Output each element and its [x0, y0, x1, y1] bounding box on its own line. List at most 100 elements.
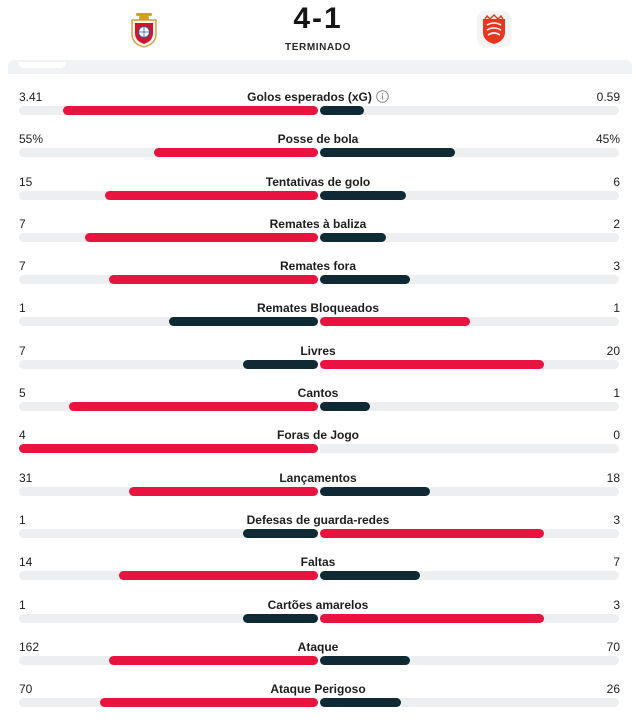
away-stat-bar [320, 232, 387, 242]
away-stat-bar [320, 359, 545, 369]
home-stat-value: 162 [19, 639, 40, 654]
stat-label-text: Ataque Perigoso [270, 682, 366, 697]
match-score: 4-1 [293, 2, 343, 35]
home-stat-value: 1 [19, 597, 26, 612]
home-stat-bar [100, 698, 318, 708]
info-icon[interactable] [376, 90, 389, 103]
stat-label-text: Cantos [297, 386, 339, 401]
stat-label: Livres [0, 344, 636, 358]
away-stat-track [320, 275, 619, 285]
away-stat-track [320, 402, 619, 412]
home-stat-bar [168, 317, 318, 327]
away-stat-bar [320, 698, 401, 708]
away-stat-track [320, 190, 619, 200]
away-stat-value: 2 [613, 216, 620, 231]
home-stat-track [19, 486, 318, 496]
home-stat-value: 1 [19, 301, 26, 316]
stats-list: 3.41 Golos esperados (xG) 0.59 55% Posse… [0, 85, 636, 719]
home-stat-bar [128, 486, 318, 496]
stat-label: Cartões amarelos [0, 598, 636, 612]
home-stat-track [19, 402, 318, 412]
stat-label: Golos esperados (xG) [0, 90, 636, 104]
stat-label-text: Cartões amarelos [267, 597, 369, 612]
home-stat-track [19, 359, 318, 369]
away-stat-value: 6 [613, 174, 620, 189]
home-stat-track [19, 148, 318, 158]
home-stat-value: 7 [19, 259, 26, 274]
away-stat-value: 7 [613, 555, 620, 570]
away-stat-track [320, 528, 619, 538]
away-stat-value: 18 [606, 470, 620, 485]
stat-label-text: Ataque [297, 639, 339, 654]
away-stat-track [320, 317, 619, 327]
home-stat-bar [243, 613, 318, 623]
away-stat-track [320, 655, 619, 665]
stat-row: 1 Remates Bloqueados 1 [0, 296, 636, 338]
stat-row: 1 Defesas de guarda-redes 3 [0, 508, 636, 550]
home-stat-value: 70 [19, 682, 33, 697]
home-stat-bar [63, 106, 318, 115]
stat-label-text: Defesas de guarda-redes [246, 512, 390, 527]
stats-panel-tab[interactable] [18, 62, 66, 68]
stat-label-text: Livres [300, 343, 336, 358]
stat-row: 14 Faltas 7 [0, 550, 636, 592]
stat-label: Ataque Perigoso [0, 682, 636, 696]
home-stat-bar [68, 402, 318, 412]
home-stat-bar [243, 528, 318, 538]
stat-label-text: Tentativas de golo [265, 174, 371, 189]
away-stat-value: 1 [613, 386, 620, 401]
stat-row: 1 Cartões amarelos 3 [0, 593, 636, 635]
home-stat-bar [104, 190, 318, 200]
home-stat-value: 3.41 [19, 90, 43, 104]
away-stat-value: 3 [613, 259, 620, 274]
stat-row: 7 Remates fora 3 [0, 254, 636, 296]
away-stat-value: 0.59 [596, 90, 620, 104]
home-stat-track [19, 613, 318, 623]
stat-row: 70 Ataque Perigoso 26 [0, 677, 636, 719]
away-team-crest-icon[interactable] [476, 10, 512, 48]
home-stat-bar [153, 148, 318, 158]
away-stat-track [320, 232, 619, 242]
stat-label: Posse de bola [0, 132, 636, 146]
home-stat-value: 4 [19, 428, 26, 443]
home-stat-value: 7 [19, 216, 26, 231]
away-stat-bar [320, 317, 470, 327]
home-stat-value: 31 [19, 470, 33, 485]
stat-row: 3.41 Golos esperados (xG) 0.59 [0, 85, 636, 127]
home-stat-track [19, 655, 318, 665]
home-stat-value: 14 [19, 555, 33, 570]
home-stat-track [19, 571, 318, 581]
away-stat-value: 1 [613, 301, 620, 316]
away-stat-track [320, 486, 619, 496]
away-stat-value: 0 [613, 428, 620, 443]
match-header: 4-1 TERMINADO [0, 0, 636, 62]
home-stat-track [19, 528, 318, 538]
away-stat-bar [320, 148, 455, 158]
home-stat-value: 1 [19, 512, 26, 527]
stats-panel-header [8, 60, 632, 74]
stat-label: Defesas de guarda-redes [0, 513, 636, 527]
benfica-crest-icon[interactable] [126, 10, 162, 48]
home-stat-track [19, 698, 318, 708]
home-stat-bar [243, 359, 318, 369]
home-stat-value: 15 [19, 174, 33, 189]
home-stat-value: 7 [19, 343, 26, 358]
stat-label: Cantos [0, 386, 636, 400]
match-status: TERMINADO [285, 42, 351, 53]
stat-label: Lançamentos [0, 471, 636, 485]
home-stat-value: 5 [19, 386, 26, 401]
home-stat-value: 55% [19, 132, 44, 147]
home-stat-track [19, 317, 318, 327]
away-stat-bar [320, 528, 545, 538]
away-stat-value: 20 [606, 343, 620, 358]
stat-row: 7 Livres 20 [0, 339, 636, 381]
stat-label: Remates Bloqueados [0, 301, 636, 315]
home-stat-bar [19, 444, 318, 454]
away-stat-track [320, 613, 619, 623]
stat-label-text: Remates fora [279, 259, 357, 274]
stat-label: Ataque [0, 640, 636, 654]
away-stat-value: 3 [613, 597, 620, 612]
stat-row: 55% Posse de bola 45% [0, 127, 636, 169]
away-stat-bar [320, 613, 545, 623]
away-stat-value: 70 [606, 639, 620, 654]
